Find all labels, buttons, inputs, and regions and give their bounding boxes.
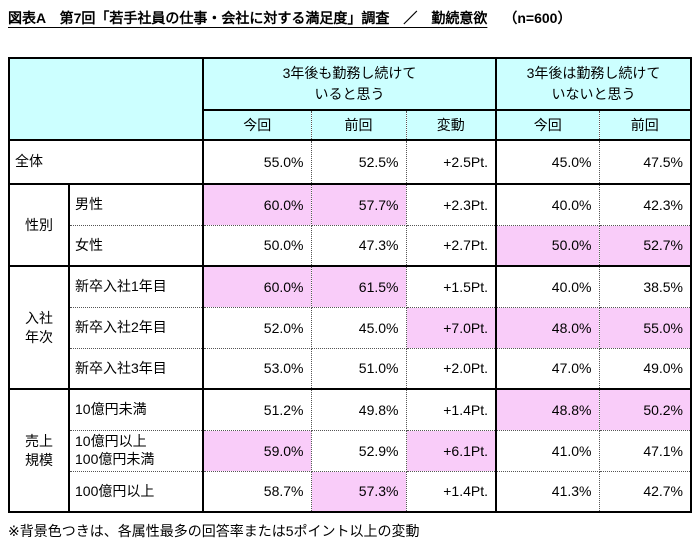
data-cell: 45.0% [310, 306, 407, 349]
data-cell: 38.5% [598, 265, 692, 308]
corner-cell [8, 57, 204, 141]
group-label-gender: 性別 [8, 183, 70, 267]
data-cell: 60.0% [202, 183, 312, 226]
group-label-tenure: 入社 年次 [8, 265, 70, 390]
row-label-rev-over100: 100億円以上 [68, 470, 204, 513]
data-cell: 57.3% [310, 470, 407, 513]
column-header-previous-1: 前回 [310, 109, 407, 141]
sample-size: （n=600） [503, 10, 572, 26]
data-cell: 50.0% [495, 224, 600, 267]
data-cell: 47.1% [598, 429, 692, 472]
data-cell: 42.7% [598, 470, 692, 513]
table-row-rev-under10: 売上 規模 10億円未満 51.2% 49.8% +1.4Pt. 48.8% 5… [8, 388, 692, 513]
table-row-year3: 新卒入社3年目 53.0% 51.0% +2.0Pt. 47.0% 49.0% [9, 347, 692, 390]
data-cell: 40.0% [495, 265, 600, 308]
data-cell: 55.0% [202, 139, 312, 185]
page: 図表A 第7回「若手社員の仕事・会社に対する満足度」調査 ／ 勤続意欲 （n=60… [8, 8, 700, 539]
data-cell: 41.3% [495, 470, 600, 513]
group-header-will-not-continue: 3年後は勤務し続けて いないと思う [494, 57, 692, 111]
data-cell: +6.1Pt. [405, 429, 497, 472]
header-row-groups: 3年後も勤務し続けて いると思う 3年後は勤務し続けて いないと思う [8, 57, 692, 141]
header-row-columns: 今回 前回 変動 今回 前回 [9, 109, 692, 141]
row-label-rev-10to100: 10億円以上 100億円未満 [68, 429, 204, 472]
data-cell: 59.0% [202, 429, 312, 472]
data-cell: 50.0% [202, 224, 312, 267]
table-row-year2: 新卒入社2年目 52.0% 45.0% +7.0Pt. 48.0% 55.0% [9, 306, 692, 349]
group-header-will-continue: 3年後も勤務し続けて いると思う [202, 57, 497, 111]
table-row-overall: 全体 55.0% 52.5% +2.5Pt. 45.0% 47.5% [8, 139, 692, 185]
data-cell: 47.5% [598, 139, 692, 185]
data-cell: 55.0% [598, 306, 692, 349]
table-row-female: 女性 50.0% 47.3% +2.7Pt. 50.0% 52.7% [9, 224, 692, 267]
data-cell: 58.7% [202, 470, 312, 513]
data-cell: 47.0% [495, 347, 600, 390]
data-cell: 53.0% [202, 347, 312, 390]
data-cell: 41.0% [495, 429, 600, 472]
data-cell: +1.4Pt. [405, 470, 497, 513]
data-cell: +2.7Pt. [405, 224, 497, 267]
row-label-year3: 新卒入社3年目 [68, 347, 204, 390]
table-row-rev-10to100: 10億円以上 100億円未満 59.0% 52.9% +6.1Pt. 41.0%… [9, 429, 692, 472]
footnote: ※背景色つきは、各属性最多の回答率または5ポイント以上の変動 [8, 523, 420, 539]
figure-title: 図表A 第7回「若手社員の仕事・会社に対する満足度」調査 ／ 勤続意欲 （n=60… [8, 8, 700, 28]
column-header-change: 変動 [405, 109, 497, 141]
data-cell: 48.8% [495, 388, 600, 431]
data-cell: 52.7% [598, 224, 692, 267]
data-cell: +2.3Pt. [405, 183, 497, 226]
table-row-rev-over100: 100億円以上 58.7% 57.3% +1.4Pt. 41.3% 42.7% [9, 470, 692, 513]
row-label-year1: 新卒入社1年目 [68, 265, 204, 308]
data-cell: 52.5% [310, 139, 407, 185]
row-label-rev-under10: 10億円未満 [68, 388, 204, 431]
column-header-previous-2: 前回 [598, 109, 692, 141]
row-label-overall: 全体 [8, 139, 204, 185]
group-label-revenue: 売上 規模 [8, 388, 70, 513]
row-label-female: 女性 [68, 224, 204, 267]
data-cell: 57.7% [310, 183, 407, 226]
data-cell: 42.3% [598, 183, 692, 226]
data-cell: 52.9% [310, 429, 407, 472]
data-cell: 50.2% [598, 388, 692, 431]
data-cell: 51.2% [202, 388, 312, 431]
data-cell: 61.5% [310, 265, 407, 308]
data-cell: +1.4Pt. [405, 388, 497, 431]
column-header-current-2: 今回 [495, 109, 600, 141]
data-cell: 60.0% [202, 265, 312, 308]
survey-table: 3年後も勤務し続けて いると思う 3年後は勤務し続けて いないと思う 今回 前回… [8, 57, 693, 513]
data-cell: 52.0% [202, 306, 312, 349]
column-header-current-1: 今回 [202, 109, 312, 141]
data-cell: +1.5Pt. [405, 265, 497, 308]
table-row-male: 性別 男性 60.0% 57.7% +2.3Pt. 40.0% 42.3% [8, 183, 692, 267]
figure-title-text: 図表A 第7回「若手社員の仕事・会社に対する満足度」調査 ／ 勤続意欲 [8, 10, 488, 26]
data-cell: 48.0% [495, 306, 600, 349]
row-label-year2: 新卒入社2年目 [68, 306, 204, 349]
data-cell: 49.0% [598, 347, 692, 390]
table-row-year1: 入社 年次 新卒入社1年目 60.0% 61.5% +1.5Pt. 40.0% … [8, 265, 692, 390]
data-cell: 51.0% [310, 347, 407, 390]
row-label-male: 男性 [68, 183, 204, 226]
data-cell: 49.8% [310, 388, 407, 431]
data-cell: 45.0% [495, 139, 600, 185]
data-cell: +2.0Pt. [405, 347, 497, 390]
data-cell: 40.0% [495, 183, 600, 226]
data-cell: +2.5Pt. [405, 139, 497, 185]
data-cell: 47.3% [310, 224, 407, 267]
data-cell: +7.0Pt. [405, 306, 497, 349]
